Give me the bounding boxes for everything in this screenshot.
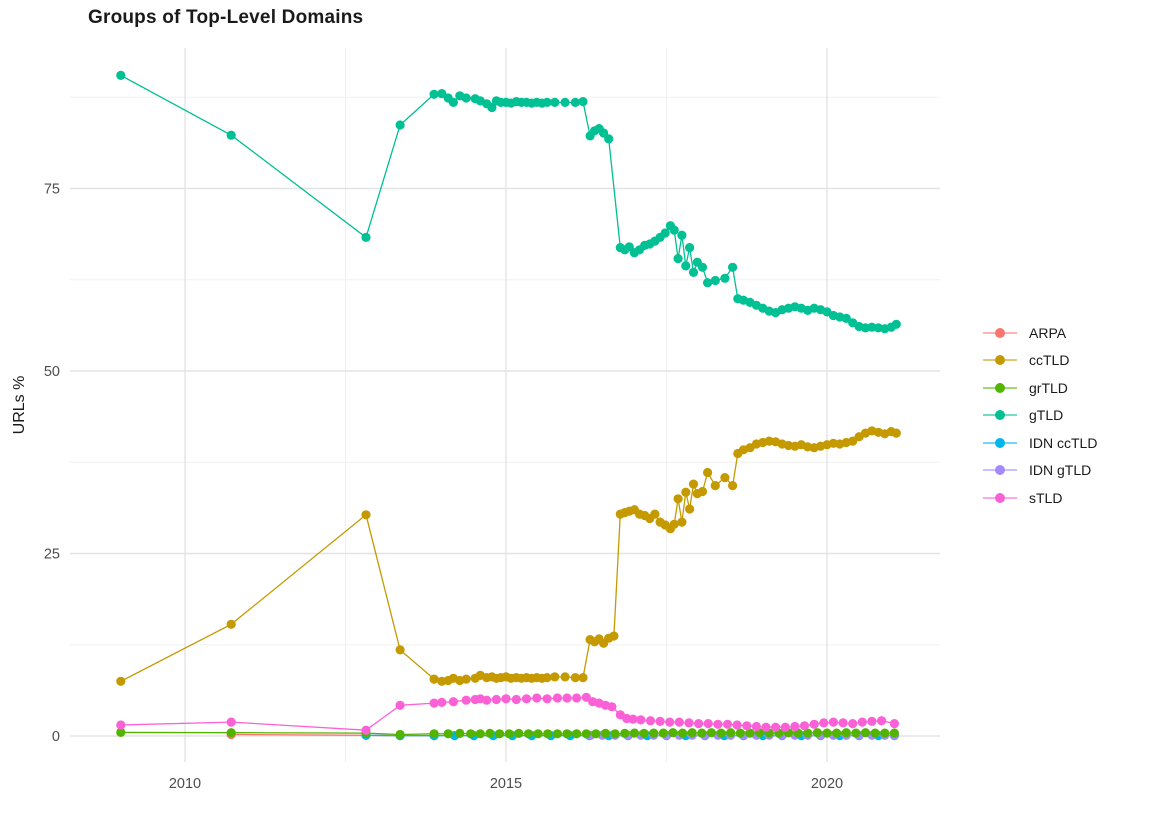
- legend-item-idn-gtld: IDN gTLD: [983, 457, 1097, 485]
- legend-item-arpa: ARPA: [983, 319, 1097, 347]
- y-tick-label: 0: [52, 729, 60, 745]
- y-tick-label: 25: [44, 547, 60, 563]
- legend-item-gtld: gTLD: [983, 402, 1097, 430]
- legend-label: IDN ccTLD: [1029, 434, 1098, 451]
- y-tick-label: 50: [44, 364, 60, 380]
- grid-minor: [70, 48, 940, 762]
- legend-key-icon: [983, 354, 1017, 366]
- legend-item-cctld: ccTLD: [983, 347, 1097, 375]
- legend-label: IDN gTLD: [1029, 462, 1092, 479]
- legend-label: gTLD: [1029, 407, 1064, 424]
- legend-label: ccTLD: [1029, 352, 1070, 369]
- legend-key-icon: [983, 492, 1017, 504]
- x-tick-label: 2010: [169, 776, 201, 792]
- chart-title: Groups of Top-Level Domains: [88, 7, 364, 28]
- legend-key-icon: [983, 437, 1017, 449]
- legend-label: grTLD: [1029, 379, 1068, 396]
- legend-item-idn-cctld: IDN ccTLD: [983, 429, 1097, 457]
- series-grtld: [116, 727, 900, 740]
- legend-key-icon: [983, 464, 1017, 476]
- legend-label: sTLD: [1029, 489, 1063, 506]
- grid-major: [70, 48, 940, 762]
- legend-item-grtld: grTLD: [983, 374, 1097, 402]
- series-gtld: [116, 70, 901, 334]
- legend-key-icon: [983, 409, 1017, 421]
- legend-item-stld: sTLD: [983, 484, 1097, 512]
- x-tick-label: 2020: [811, 776, 843, 792]
- legend-key-icon: [983, 382, 1017, 394]
- y-tick-label: 75: [44, 182, 60, 198]
- x-tick-label: 2015: [490, 776, 522, 792]
- series-stld: [116, 692, 900, 735]
- legend-label: ARPA: [1029, 324, 1067, 341]
- legend-key-icon: [983, 327, 1017, 339]
- series-cctld: [116, 426, 901, 686]
- axis-tick-labels: 0 25 50 75 2010 2015 2020: [44, 182, 843, 793]
- legend: ARPA ccTLD grTLD gTLD IDN ccTLD IDN gTLD sTLD: [983, 319, 1097, 512]
- y-axis-title: URLs %: [11, 376, 28, 435]
